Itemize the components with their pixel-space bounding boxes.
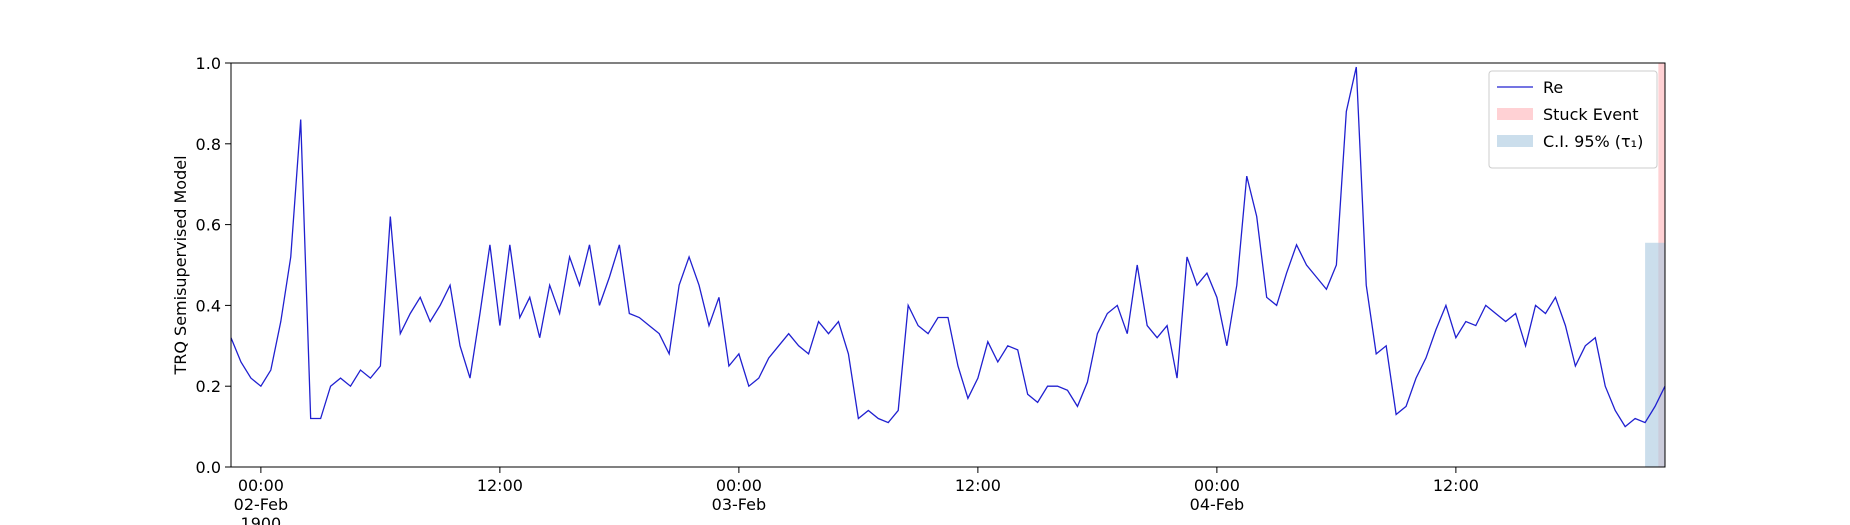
y-tick-label: 0.2 [196,377,221,396]
legend-patch [1497,135,1533,147]
y-tick-label: 0.8 [196,135,221,154]
data-line [230,66,1666,428]
legend-label: Re [1543,78,1563,97]
x-tick-label: 12:00 [955,476,1001,495]
y-axis-label: TRQ Semisupervised Model [171,155,190,375]
legend-label: Stuck Event [1543,105,1639,124]
legend-patch [1497,108,1533,120]
x-tick-label: 12:00 [1433,476,1479,495]
y-tick-label: 0.4 [196,296,221,315]
span [1645,242,1665,467]
x-tick-label: 00:00 04-Feb [1190,476,1244,514]
legend: Re Stuck Event C.I. 95% (τ₁) [1488,70,1658,169]
y-tick-label: 0.6 [196,216,221,235]
x-tick-label: 00:00 03-Feb [712,476,766,514]
plot-frame [230,62,1666,468]
legend-label: C.I. 95% (τ₁) [1543,132,1643,151]
x-tick-label: 12:00 [477,476,523,495]
y-tick-label: 0.0 [196,458,221,477]
y-tick-label: 1.0 [196,54,221,73]
x-tick-label: 00:00 02-Feb 1900 [234,476,288,525]
